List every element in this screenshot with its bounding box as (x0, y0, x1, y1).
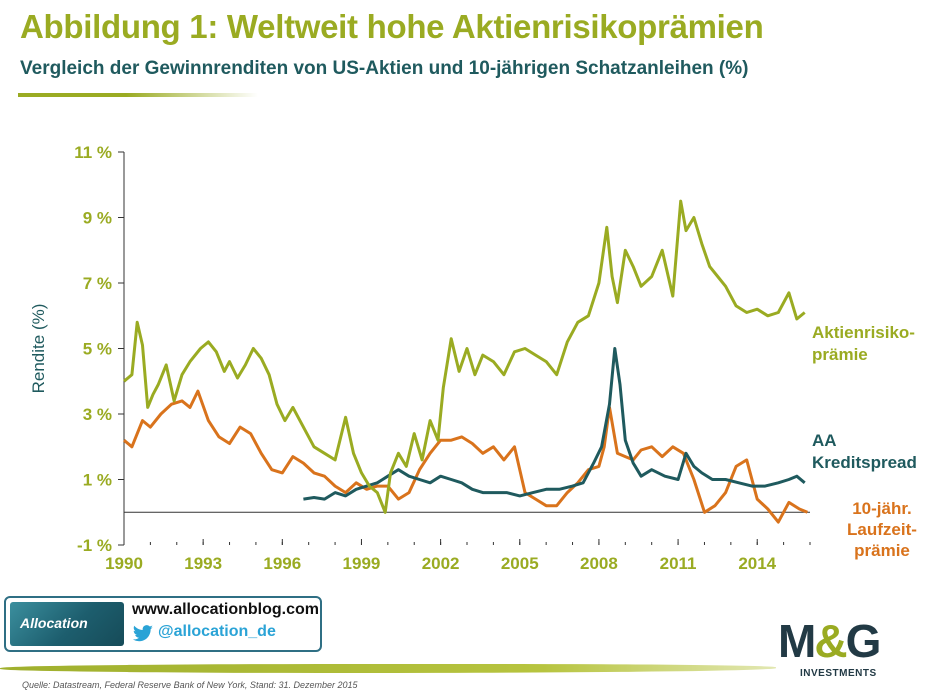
line-chart: -1 % 1 % 3 % 5 % 7 % 9 % 11 % 1990 1993 1996 1999 2… (29, 143, 917, 573)
series-label-0: prämie (812, 345, 868, 364)
source-note: Quelle: Datastream, Federal Reserve Bank… (22, 680, 358, 690)
mg-investments-subtitle: INVESTMENTS (800, 668, 877, 679)
series-label-2: Laufzeit- (847, 520, 917, 539)
x-tick-label: 2002 (422, 554, 460, 573)
chart-subtitle: Vergleich der Gewinnrenditen von US-Akti… (20, 58, 749, 79)
x-tick-label: 2008 (580, 554, 618, 573)
y-tick-label: 3 % (83, 405, 112, 424)
blog-url-link[interactable]: www.allocationblog.com (132, 601, 319, 618)
y-axis-label: Rendite (%) (29, 304, 48, 394)
series-line-2 (123, 389, 808, 524)
y-tick-label: -1 % (77, 536, 112, 555)
series-label-1: Kreditspread (812, 453, 917, 472)
series-line-1 (303, 347, 806, 501)
series-label-2: 10-jähr. (852, 499, 912, 518)
y-tick-label: 9 % (83, 209, 112, 228)
title-underline (18, 93, 258, 97)
x-tick-label: 1993 (184, 554, 222, 573)
twitter-handle: @allocation_de (158, 623, 276, 640)
x-tick-label: 2005 (501, 554, 539, 573)
blog-info-box: Allocation www.allocationblog.com @alloc… (4, 596, 322, 652)
series-label-2: prämie (854, 541, 910, 560)
mg-logo-ampersand: & (814, 615, 847, 667)
chart-title: Abbildung 1: Weltweit hohe Aktienrisikop… (20, 8, 764, 45)
series-label-1: AA (812, 431, 837, 450)
decorative-band (0, 664, 776, 673)
mg-investments-logo: M&G (778, 615, 881, 667)
twitter-bird-icon (132, 625, 153, 642)
y-tick-label: 1 % (83, 471, 112, 490)
series-line-0 (123, 199, 806, 514)
x-tick-label: 2011 (660, 554, 697, 573)
mg-logo-text: M&G (778, 615, 881, 667)
series-label-0: Aktienrisiko- (812, 323, 915, 342)
x-tick-label: 1996 (263, 554, 301, 573)
x-tick-label: 1999 (343, 554, 381, 573)
x-tick-label: 1990 (105, 554, 143, 573)
y-tick-label: 11 % (74, 143, 112, 162)
allocation-logo-text: Allocation (20, 615, 88, 631)
allocation-logo: Allocation (10, 602, 124, 646)
x-tick-label: 2014 (738, 554, 776, 573)
y-tick-label: 7 % (83, 274, 112, 293)
y-tick-label: 5 % (83, 340, 112, 359)
